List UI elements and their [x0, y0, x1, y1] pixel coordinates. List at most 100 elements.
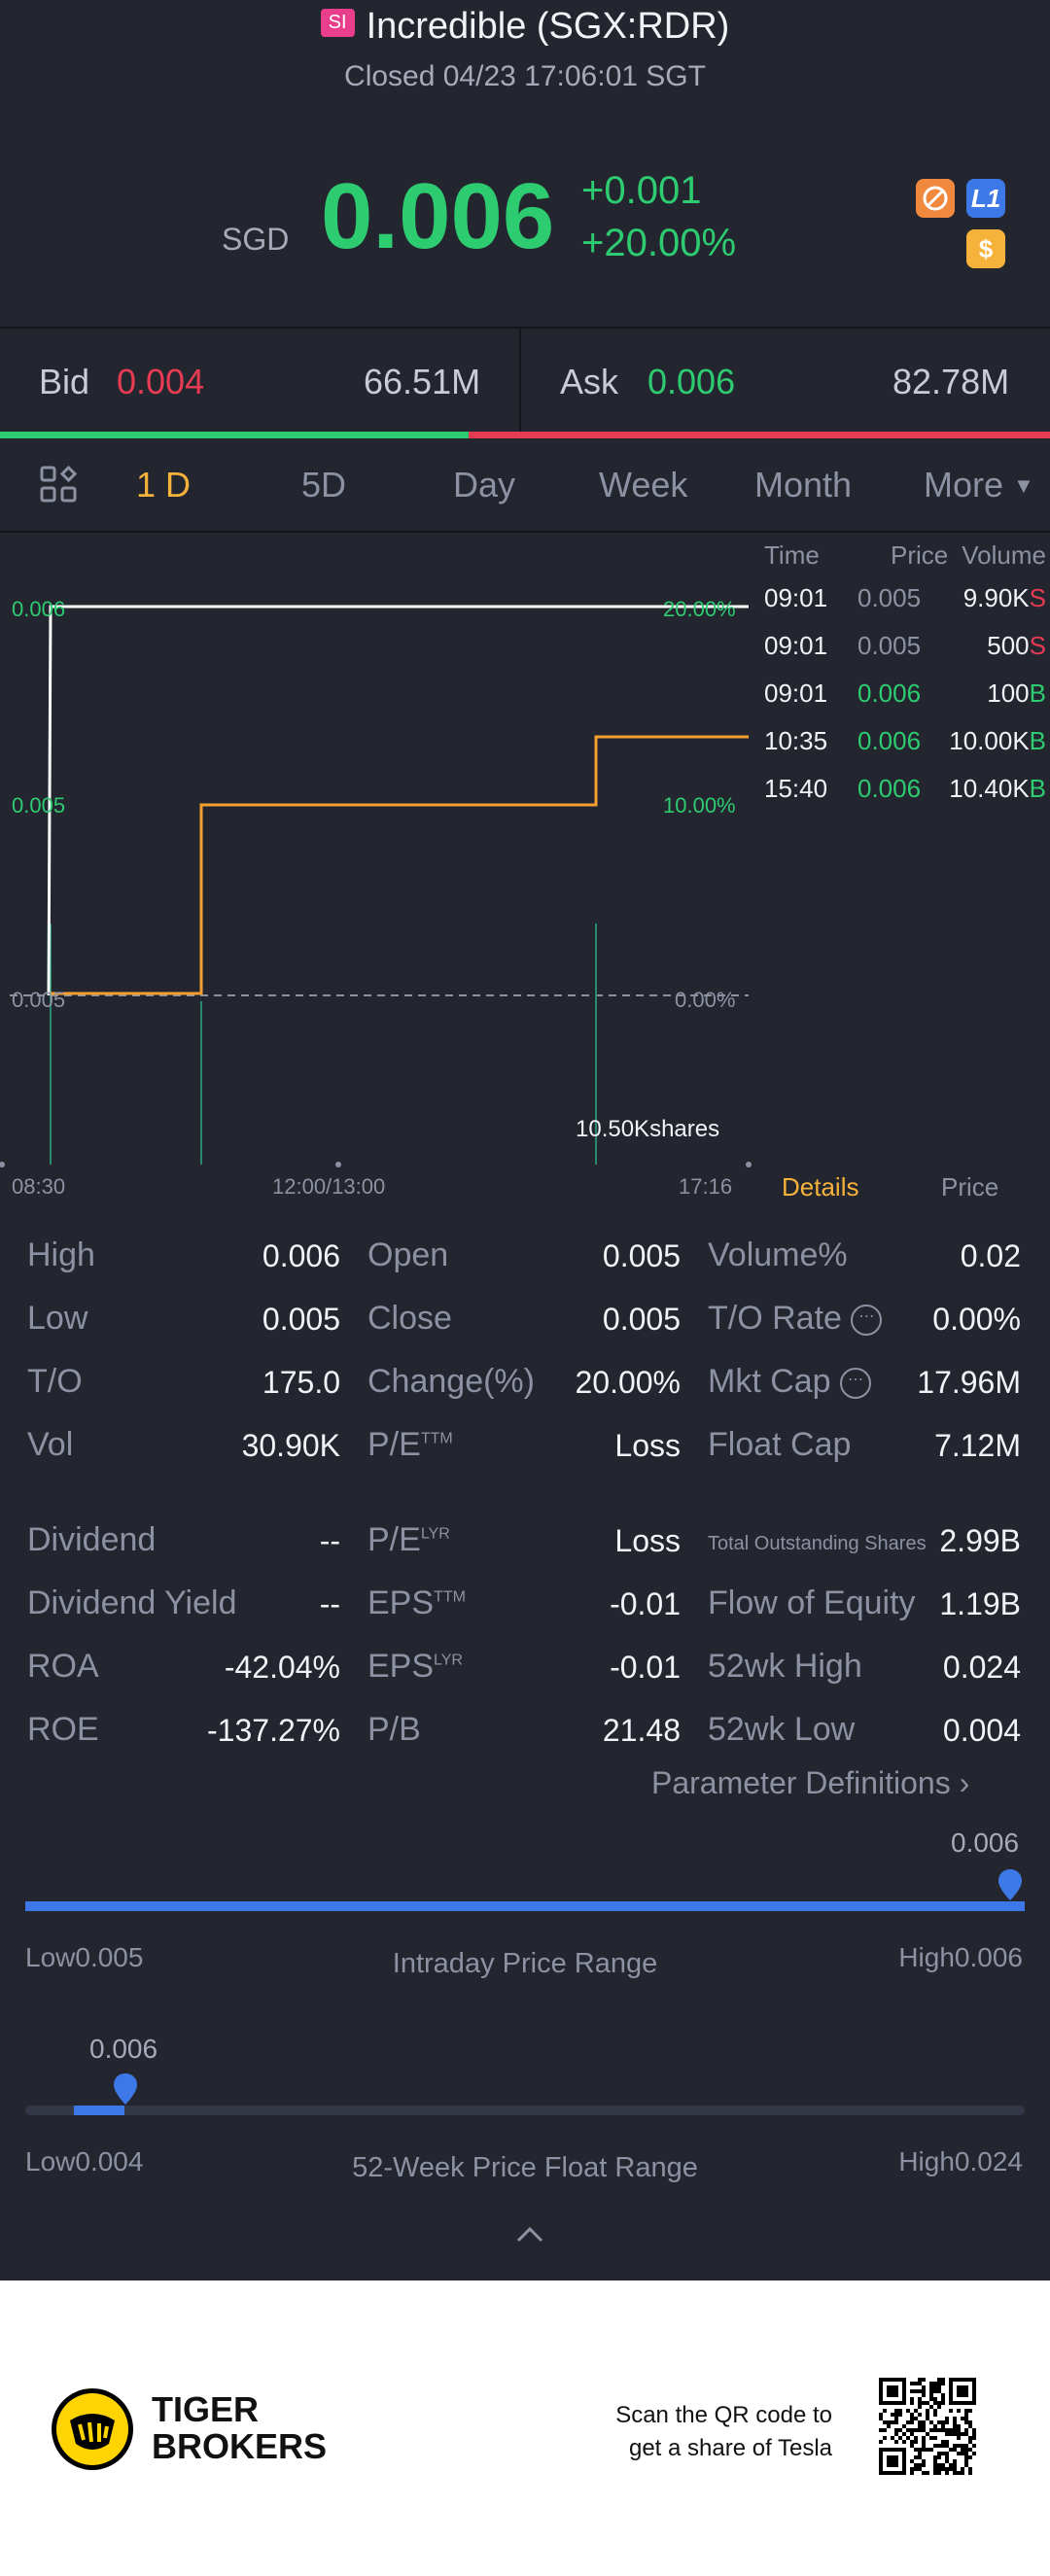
collapse-chevron-icon[interactable]	[515, 2224, 544, 2248]
brand-line-2: BROKERS	[152, 2426, 328, 2466]
stat-value: -0.01	[610, 1586, 681, 1621]
ask-price: 0.006	[648, 362, 736, 401]
intraday-chart[interactable]	[0, 533, 758, 1194]
trade-side: S	[1029, 631, 1046, 660]
high-value: 0.024	[954, 2146, 1023, 2176]
stat-label-text: Low	[27, 1300, 88, 1337]
stat-value: 0.005	[262, 1302, 340, 1337]
average-price-line	[51, 735, 749, 995]
x-tick: 12:00/13:00	[272, 1174, 386, 1199]
trade-row: 15:40 0.006 10.40KB	[764, 774, 1046, 821]
details-tab[interactable]: Details	[782, 1172, 859, 1201]
stock-name: Incredible (SGX:RDR)	[366, 6, 730, 47]
info-icon[interactable]: ⋯	[840, 1368, 872, 1400]
trade-volume: 100B	[987, 679, 1046, 709]
y-tick-left: 0.006	[12, 597, 66, 621]
trade-volume-value: 500	[987, 631, 1030, 660]
x-tick: 17:16	[679, 1174, 733, 1199]
stat-label: Open	[368, 1236, 448, 1274]
axis-dot	[335, 1162, 341, 1167]
brand-name: TIGER BROKERS	[152, 2391, 327, 2465]
price-change: +0.001	[581, 169, 702, 212]
tab-5d[interactable]: 5D	[301, 465, 347, 505]
trade-side: B	[1029, 726, 1046, 755]
trade-price: 0.006	[858, 774, 922, 803]
y-tick-left: 0.005	[12, 793, 66, 818]
trade-volume: 500S	[987, 631, 1046, 661]
stat-label-text: EPS	[368, 1648, 435, 1685]
no-shorting-icon[interactable]	[916, 179, 955, 218]
trade-price: 0.006	[858, 726, 922, 755]
stat-label: EPSTTM	[368, 1584, 466, 1622]
trade-time: 09:01	[764, 583, 828, 612]
ask-ratio-bar	[469, 432, 1050, 438]
low-value: 0.005	[75, 1942, 144, 1972]
stat-value: 0.02	[960, 1238, 1021, 1273]
trade-ticks: Time Price Volume 09:01 0.005 9.90KS 09:01 0…	[764, 540, 1046, 821]
tab-more[interactable]: More ▼	[924, 465, 1034, 505]
trade-time: 09:01	[764, 631, 828, 660]
trade-side: B	[1029, 679, 1046, 708]
stat-label-sup: LYR	[434, 1652, 463, 1669]
stat-label-text: Change(%)	[368, 1363, 535, 1400]
stat-label-text: Float Cap	[708, 1426, 852, 1463]
trade-time: 15:40	[764, 774, 828, 803]
y-tick-right: 0.00%	[675, 988, 736, 1012]
divider	[519, 329, 521, 435]
level1-icon[interactable]: L1	[966, 179, 1005, 218]
intraday-current-value: 0.006	[951, 1828, 1020, 1858]
intraday-low: Low0.005	[25, 1942, 143, 1973]
stat-value: -0.01	[610, 1650, 681, 1685]
stat-label: Vol	[27, 1426, 73, 1464]
info-icon[interactable]: ⋯	[851, 1305, 883, 1337]
tab-month[interactable]: Month	[754, 465, 853, 505]
stat-label-text: 52wk Low	[708, 1711, 856, 1748]
axis-dot	[0, 1162, 5, 1167]
stat-label-text: ROE	[27, 1711, 99, 1748]
trade-volume: 10.00KB	[949, 726, 1046, 756]
time-header: Time	[764, 540, 820, 570]
tab-day[interactable]: Day	[453, 465, 516, 505]
high-value: 0.006	[954, 1942, 1023, 1972]
intraday-high: High0.006	[898, 1942, 1023, 1973]
trade-price: 0.005	[858, 583, 922, 612]
promo-footer: TIGER BROKERS Scan the QR code to get a …	[0, 2280, 1050, 2576]
ask-volume: 82.78M	[892, 362, 1010, 401]
stat-value: --	[319, 1523, 340, 1558]
high-label: High	[898, 1942, 955, 1972]
stat-value: 0.006	[262, 1238, 340, 1273]
tab-week[interactable]: Week	[599, 465, 688, 505]
divider	[0, 327, 1050, 329]
stat-label-text: ROA	[27, 1648, 99, 1685]
price-tab[interactable]: Price	[941, 1172, 999, 1201]
tab-1d[interactable]: 1 D	[136, 465, 192, 505]
stat-value: 0.004	[942, 1713, 1021, 1748]
stat-label: ROA	[27, 1648, 99, 1686]
stat-value: 7.12M	[934, 1428, 1021, 1463]
chevron-down-icon: ▼	[1013, 473, 1034, 498]
price-change-percent: +20.00%	[581, 222, 737, 264]
stat-label-text: Dividend Yield	[27, 1584, 237, 1621]
parameter-definitions-link[interactable]: Parameter Definitions ›	[651, 1765, 969, 1801]
price-line	[47, 605, 749, 996]
qr-code-icon[interactable]	[879, 2378, 976, 2480]
trade-time: 10:35	[764, 726, 828, 755]
stat-label-text: Volume%	[708, 1236, 848, 1273]
y-tick-right: 20.00%	[663, 597, 736, 621]
stat-label-text: P/E	[368, 1521, 421, 1558]
dollar-icon[interactable]: $	[966, 229, 1005, 268]
promo-line-2: get a share of Tesla	[628, 2435, 832, 2461]
stat-label: Close	[368, 1300, 452, 1338]
chart-layout-icon[interactable]	[39, 465, 78, 508]
chevron-right-icon: ›	[959, 1765, 970, 1800]
trade-row: 09:01 0.005 9.90KS	[764, 583, 1046, 631]
stat-value: Loss	[614, 1428, 681, 1463]
stat-label-sup: TTM	[420, 1430, 453, 1447]
trade-price: 0.005	[858, 631, 922, 660]
stat-label: P/ELYR	[368, 1521, 450, 1559]
bid-volume: 66.51M	[364, 362, 481, 401]
stat-label: Change(%)	[368, 1363, 535, 1401]
intraday-range-track	[25, 1901, 1025, 1911]
axis-dot	[746, 1162, 752, 1167]
stat-label: 52wk High	[708, 1648, 862, 1686]
